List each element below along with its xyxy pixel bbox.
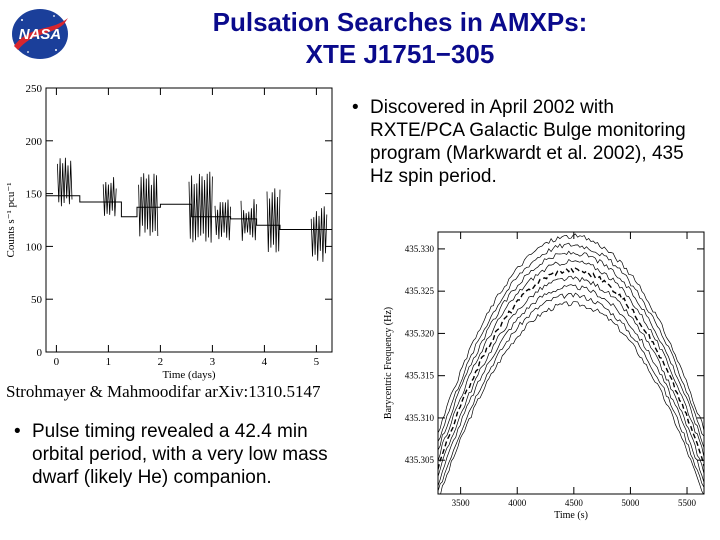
nasa-logo-text: NASA (19, 26, 62, 43)
light-curve-burst (266, 188, 281, 253)
light-curve-burst (240, 199, 257, 241)
frequency-y-axis-label: Barycentric Frequency (Hz) (383, 307, 394, 419)
x-tick-label: 4 (262, 356, 268, 368)
y-tick-label: 435.320 (405, 328, 435, 338)
x-tick-label: 3 (210, 356, 216, 368)
frequency-x-axis-label: Time (s) (554, 510, 588, 521)
frequency-curves (438, 233, 704, 494)
light-curve-step-line (46, 195, 332, 230)
light-curve-y-axis-label: Counts s⁻¹ pcu⁻¹ (5, 182, 17, 257)
y-tick-label: 150 (26, 189, 43, 201)
frequency-curve (438, 284, 704, 487)
y-tick-label: 50 (31, 294, 43, 306)
y-tick-label: 435.325 (405, 286, 435, 296)
slide-title-line1: Pulsation Searches in AMXPs: (212, 7, 588, 37)
frequency-curve (438, 292, 704, 492)
x-tick-label: 2 (158, 356, 164, 368)
bullet-pulse-timing-text: Pulse timing revealed a 42.4 min orbital… (32, 421, 328, 488)
frequency-curve (438, 266, 704, 470)
x-tick-label: 3500 (452, 498, 471, 508)
y-tick-label: 100 (26, 241, 43, 253)
y-tick-label: 435.305 (405, 455, 435, 465)
citation: Strohmayer & Mahmoodifar arXiv:1310.5147 (6, 382, 321, 401)
y-tick-label: 435.330 (405, 244, 435, 254)
light-curve-burst (102, 177, 117, 217)
frequency-curve (438, 258, 704, 462)
y-tick-label: 435.310 (405, 413, 435, 423)
bullet-pulse-timing: • Pulse timing revealed a 42.4 min orbit… (14, 420, 344, 489)
light-curve-burst (214, 199, 231, 241)
light-curve-chart: 0 50 100 150 200 250 0 1 2 3 4 5 Counts s⁻¹ pcu⁻¹ T… (5, 83, 333, 381)
slide-title-line2: XTE J1751−305 (305, 39, 495, 69)
light-curve-x-axis-label: Time (days) (162, 369, 215, 381)
x-tick-label: 5 (314, 356, 320, 368)
y-tick-label: 250 (26, 83, 43, 95)
x-tick-label: 5000 (621, 498, 640, 508)
frequency-curve (438, 233, 704, 434)
nasa-logo: NASA (6, 6, 74, 62)
bullet-marker: • (14, 421, 21, 442)
light-curve-burst (310, 206, 328, 262)
y-tick-label: 200 (26, 136, 43, 148)
light-curve-burst (138, 173, 159, 237)
x-tick-label: 0 (54, 356, 60, 368)
y-tick-label: 435.315 (405, 371, 435, 381)
x-tick-label: 5500 (678, 498, 697, 508)
bullet-discovery: • Discovered in April 2002 with RXTE/PCA… (352, 96, 712, 188)
frequency-curve (438, 275, 704, 477)
bullet-discovery-text: Discovered in April 2002 with RXTE/PCA G… (370, 97, 686, 187)
light-curve-frame (45, 87, 333, 353)
frequency-chart: 435.305 435.310 435.315 435.320 435.325 435.3… (383, 231, 705, 521)
x-tick-label: 4000 (508, 498, 526, 508)
x-tick-label: 1 (106, 356, 112, 368)
frequency-curve (438, 250, 704, 451)
y-tick-label: 0 (37, 347, 43, 359)
slide-title: Pulsation Searches in AMXPs: XTE J1751−3… (120, 6, 680, 70)
bullet-marker: • (352, 97, 359, 118)
frequency-curve (438, 242, 704, 442)
light-curve-burst (188, 171, 213, 243)
frequency-curve (440, 301, 704, 494)
light-curve-burst (57, 157, 73, 207)
frequency-frame (437, 231, 705, 495)
x-tick-label: 4500 (565, 498, 584, 508)
